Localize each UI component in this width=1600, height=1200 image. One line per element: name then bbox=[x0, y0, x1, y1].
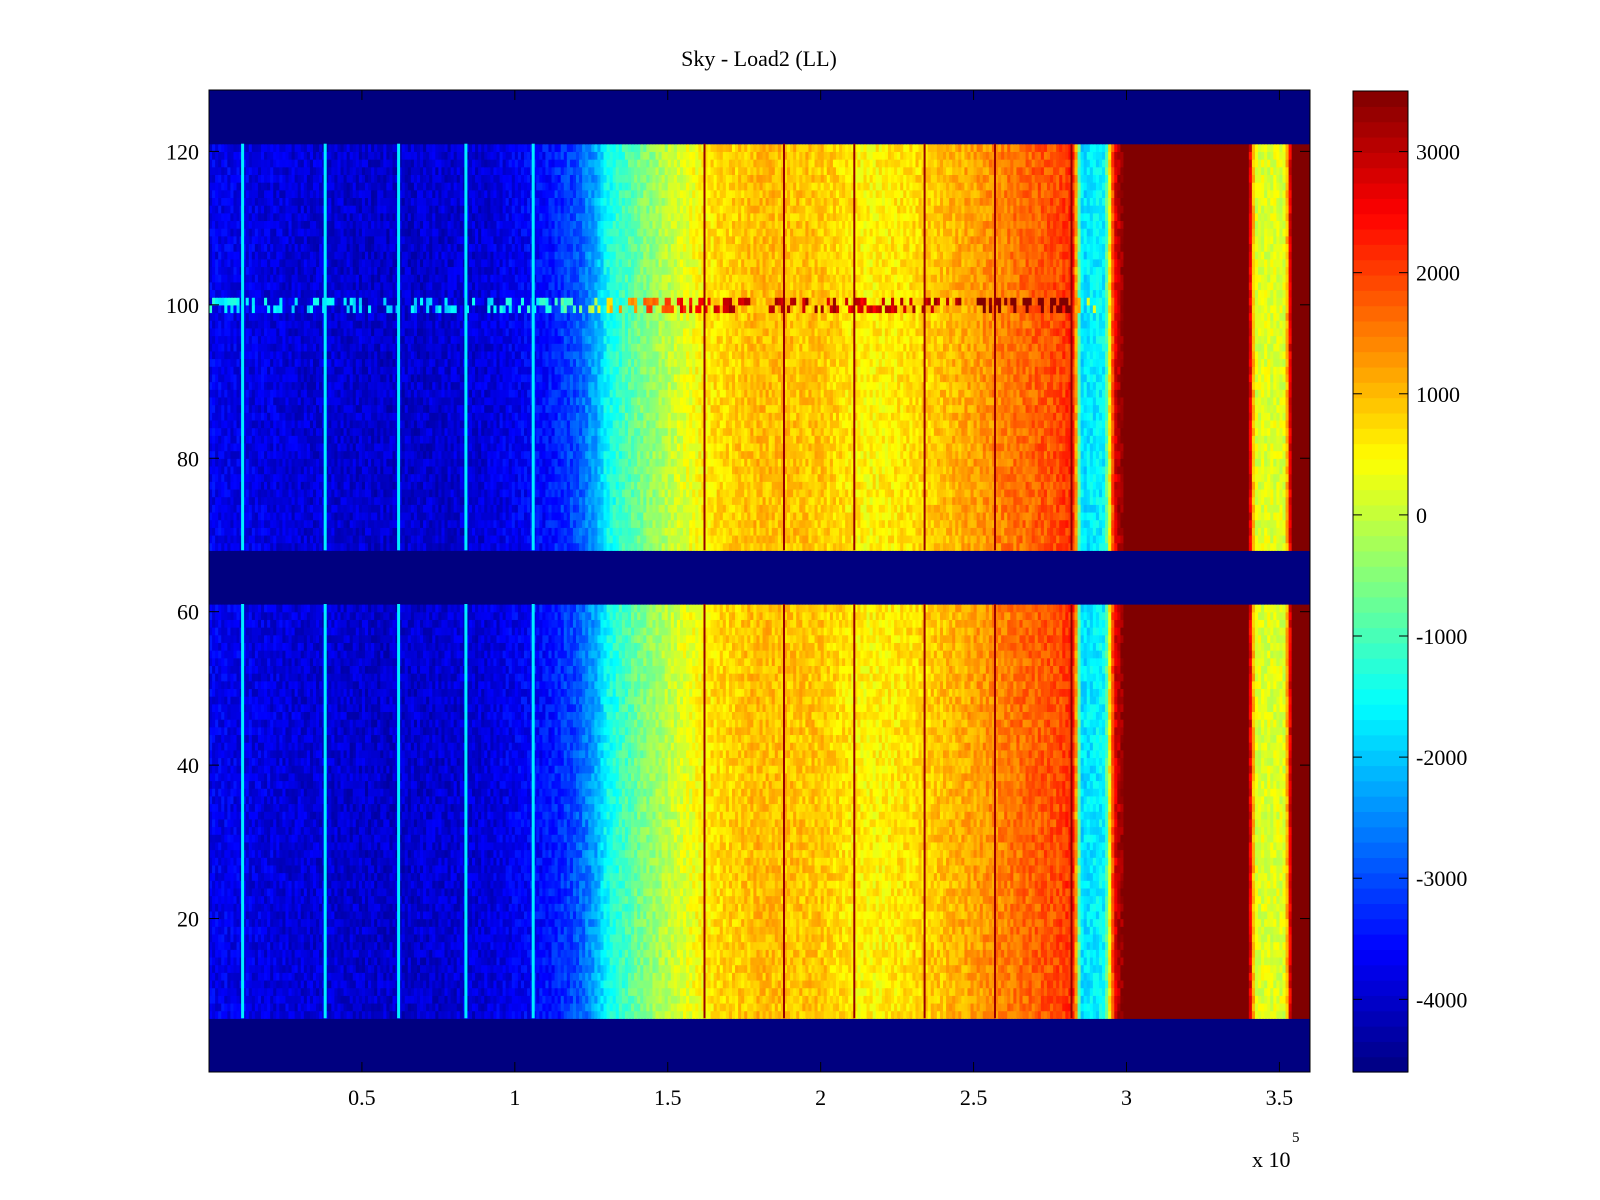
chart-title: Sky - Load2 (LL) bbox=[681, 46, 837, 71]
heatmap-image bbox=[209, 90, 1311, 1073]
